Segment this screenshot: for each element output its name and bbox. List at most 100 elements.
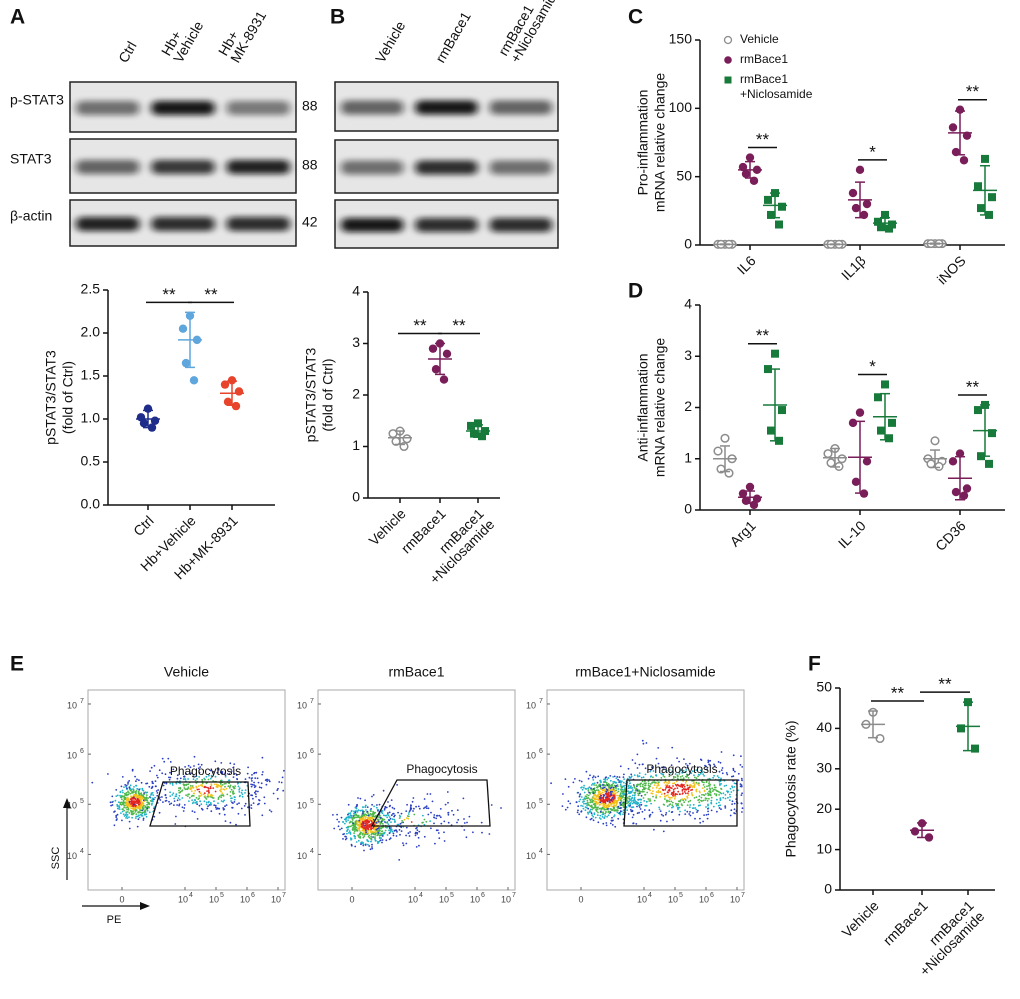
event-dot	[134, 817, 137, 819]
event-dot	[604, 790, 606, 793]
event-dot	[171, 794, 174, 796]
event-dot	[357, 835, 360, 837]
x-tick-exponent: 5	[220, 892, 224, 899]
blot-band	[415, 218, 478, 232]
data-point	[862, 457, 872, 466]
event-dot	[629, 804, 631, 807]
event-dot	[362, 806, 364, 808]
lane-label-text: Vehicle	[372, 18, 409, 65]
event-dot	[651, 782, 653, 784]
event-dot	[221, 792, 224, 795]
event-dot	[443, 820, 446, 823]
event-dot	[379, 822, 382, 825]
event-dot	[732, 754, 735, 757]
event-dot	[169, 771, 171, 774]
event-dot	[215, 785, 218, 788]
event-dot	[175, 793, 178, 796]
event-dot	[129, 784, 132, 787]
event-dot	[376, 829, 379, 832]
event-dot	[641, 790, 644, 793]
event-dot	[703, 789, 706, 792]
x-tick-exponent: 7	[741, 892, 745, 899]
event-dot	[697, 809, 699, 812]
event-dot	[172, 768, 175, 771]
event-dot	[720, 788, 723, 790]
event-dot	[590, 801, 592, 803]
event-dot	[140, 813, 142, 816]
event-dot	[728, 799, 731, 802]
event-dot	[586, 799, 589, 802]
event-dot	[619, 793, 622, 796]
event-dot	[366, 824, 368, 827]
event-dot	[609, 802, 612, 805]
event-dot	[672, 785, 674, 787]
event-dot	[181, 790, 183, 792]
event-dot	[666, 805, 669, 808]
event-dot	[702, 799, 705, 802]
event-dot	[191, 810, 194, 812]
event-dot	[366, 810, 369, 813]
y-axis-label: Pro-inflammation mRNA relative change	[635, 73, 668, 213]
event-dot	[110, 804, 112, 807]
event-dot	[198, 797, 201, 800]
event-dot	[659, 787, 662, 789]
x-tick-label: Vehicle	[838, 897, 881, 940]
event-dot	[662, 814, 665, 817]
x-tick-label: 10	[209, 894, 219, 904]
event-dot	[175, 795, 178, 798]
y-tick-label: 10	[67, 851, 77, 861]
event-dot	[641, 788, 644, 791]
y-tick-label: 30	[816, 760, 832, 776]
event-dot	[353, 830, 356, 833]
event-dot	[348, 830, 351, 832]
event-dot	[370, 835, 372, 838]
event-dot	[116, 794, 119, 797]
event-dot	[741, 807, 744, 810]
event-dot	[423, 798, 426, 800]
event-dot	[140, 803, 143, 805]
event-dot	[136, 778, 138, 781]
event-dot	[402, 842, 404, 844]
event-dot	[699, 821, 702, 824]
event-dot	[185, 794, 187, 797]
blot-band	[151, 101, 215, 115]
event-dot	[423, 823, 426, 826]
x-tick-label: 10	[408, 894, 418, 904]
event-dot	[702, 773, 705, 776]
event-dot	[364, 806, 367, 809]
event-dot	[236, 782, 239, 785]
event-dot	[580, 810, 583, 813]
event-dot	[224, 805, 226, 808]
event-dot	[370, 810, 372, 813]
event-dot	[684, 799, 687, 801]
event-dot	[589, 799, 592, 802]
y-tick-label: 0.0	[81, 496, 101, 512]
event-dot	[422, 821, 424, 824]
event-dot	[407, 813, 410, 815]
event-dot	[121, 776, 124, 778]
event-dot	[695, 790, 698, 793]
event-dot	[707, 813, 710, 816]
event-dot	[611, 824, 614, 826]
event-dot	[183, 775, 186, 778]
event-dot	[463, 829, 466, 831]
lane-label: rmBace1	[432, 9, 474, 66]
event-dot	[128, 820, 131, 823]
event-dot	[368, 845, 371, 847]
event-dot	[366, 833, 369, 836]
data-point	[930, 436, 940, 446]
event-dot	[370, 828, 373, 830]
event-dot	[671, 791, 673, 794]
event-dot	[583, 802, 585, 805]
event-dot	[131, 811, 133, 813]
event-dot	[739, 764, 742, 766]
event-dot	[708, 790, 710, 793]
event-dot	[366, 829, 369, 832]
event-dot	[699, 791, 701, 794]
event-dot	[196, 788, 199, 791]
data-point	[724, 468, 734, 478]
event-dot	[384, 814, 387, 817]
legend-label: +Niclosamide	[740, 87, 813, 101]
event-dot	[371, 832, 373, 835]
event-dot	[382, 814, 385, 817]
